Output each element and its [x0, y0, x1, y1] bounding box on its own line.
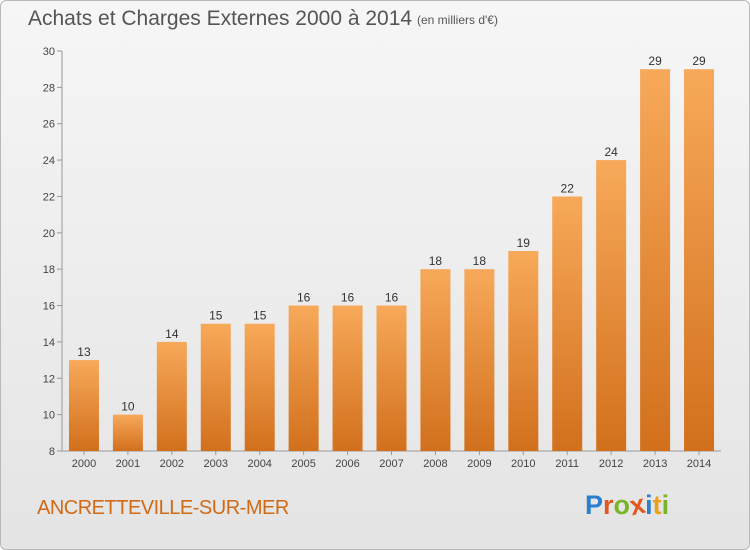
- bar-2002: [156, 341, 187, 451]
- x-tick-label: 2009: [467, 458, 491, 470]
- y-tick-label: 24: [43, 155, 55, 167]
- x-tick-label: 2008: [423, 458, 447, 470]
- logo-letter: t: [652, 490, 662, 520]
- logo-letter: i: [661, 490, 670, 520]
- y-tick-label: 20: [43, 228, 55, 240]
- bar-2006: [332, 305, 363, 451]
- bar-2011: [552, 196, 583, 451]
- bar-2000: [68, 360, 99, 451]
- x-tick-label: 2010: [511, 458, 535, 470]
- proxiti-logo: Proxiti: [585, 489, 670, 521]
- bar-2013: [640, 69, 671, 451]
- bar-value-label: 16: [297, 291, 311, 305]
- bar-value-label: 15: [209, 309, 223, 323]
- bar-2014: [684, 69, 715, 451]
- chart-title: Achats et Charges Externes 2000 à 2014: [28, 7, 413, 30]
- bar-value-label: 14: [165, 327, 179, 341]
- x-tick-label: 2004: [247, 458, 271, 470]
- bar-2010: [508, 251, 539, 451]
- x-tick-label: 2012: [599, 458, 623, 470]
- bar-2012: [596, 160, 627, 451]
- y-tick-label: 16: [43, 301, 55, 313]
- x-tick-label: 2003: [204, 458, 228, 470]
- x-tick-label: 2000: [72, 458, 96, 470]
- y-tick-label: 18: [43, 264, 55, 276]
- bar-value-label: 19: [517, 236, 531, 250]
- bar-value-label: 29: [648, 54, 662, 68]
- x-tick-label: 2011: [555, 458, 579, 470]
- y-tick-label: 14: [43, 337, 55, 349]
- bar-value-label: 29: [692, 54, 706, 68]
- bar-value-label: 22: [561, 181, 575, 195]
- y-tick-label: 30: [43, 46, 55, 58]
- bar-value-label: 16: [341, 291, 355, 305]
- bar-value-label: 15: [253, 309, 267, 323]
- bar-2008: [420, 269, 451, 451]
- bar-value-label: 24: [604, 145, 618, 159]
- commune-name: ANCRETTEVILLE-SUR-MER: [37, 497, 289, 519]
- y-tick-label: 8: [49, 446, 55, 458]
- logo-letter: o: [613, 490, 631, 520]
- bar-value-label: 18: [473, 254, 487, 268]
- y-tick-label: 28: [43, 82, 55, 94]
- bar-2007: [376, 305, 407, 451]
- chart-unit: (en milliers d'€): [417, 13, 498, 27]
- bar-value-label: 18: [429, 254, 443, 268]
- x-tick-label: 2013: [643, 458, 667, 470]
- x-tick-label: 2005: [291, 458, 315, 470]
- y-tick-label: 26: [43, 119, 55, 131]
- logo-letter: i: [645, 490, 653, 520]
- logo-letter: r: [603, 490, 614, 520]
- x-tick-label: 2002: [160, 458, 184, 470]
- bar-value-label: 13: [77, 345, 91, 359]
- y-tick-label: 10: [43, 410, 55, 422]
- bar-value-label: 16: [385, 291, 399, 305]
- bar-2003: [200, 323, 231, 451]
- x-tick-label: 2001: [116, 458, 140, 470]
- x-tick-label: 2007: [379, 458, 403, 470]
- bar-2001: [112, 414, 143, 451]
- bar-value-label: 10: [121, 400, 135, 414]
- y-tick-label: 12: [43, 373, 55, 385]
- bar-2009: [464, 269, 495, 451]
- x-tick-label: 2014: [687, 458, 711, 470]
- x-tick-label: 2006: [335, 458, 359, 470]
- y-tick-label: 22: [43, 191, 55, 203]
- bar-2004: [244, 323, 275, 451]
- logo-letter: P: [585, 490, 604, 520]
- bar-2005: [288, 305, 319, 451]
